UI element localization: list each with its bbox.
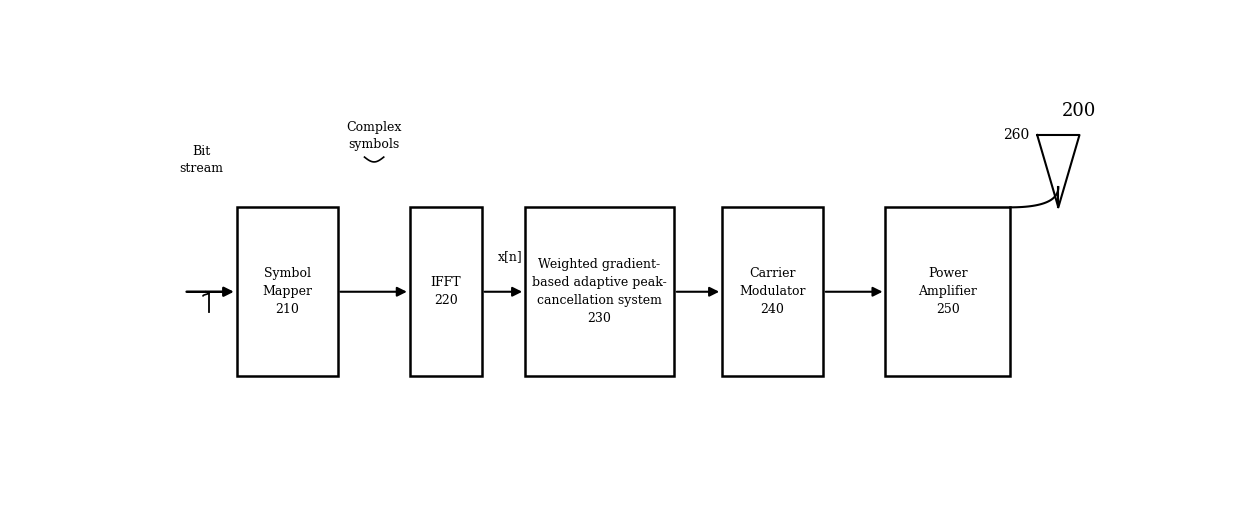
Text: Bit
stream: Bit stream (179, 145, 223, 175)
Text: x[n]: x[n] (498, 251, 523, 264)
Text: Power
Amplifier
250: Power Amplifier 250 (919, 267, 977, 316)
Text: Carrier
Modulator
240: Carrier Modulator 240 (739, 267, 806, 316)
FancyBboxPatch shape (409, 207, 481, 376)
Text: 200: 200 (1063, 102, 1096, 120)
Text: IFFT
220: IFFT 220 (430, 276, 461, 307)
FancyBboxPatch shape (885, 207, 1011, 376)
FancyBboxPatch shape (237, 207, 337, 376)
Text: Symbol
Mapper
210: Symbol Mapper 210 (262, 267, 312, 316)
Text: Weighted gradient-
based adaptive peak-
cancellation system
230: Weighted gradient- based adaptive peak- … (532, 258, 667, 325)
FancyBboxPatch shape (525, 207, 675, 376)
Text: Complex
symbols: Complex symbols (346, 121, 402, 151)
Text: 260: 260 (1003, 128, 1029, 142)
FancyBboxPatch shape (722, 207, 823, 376)
